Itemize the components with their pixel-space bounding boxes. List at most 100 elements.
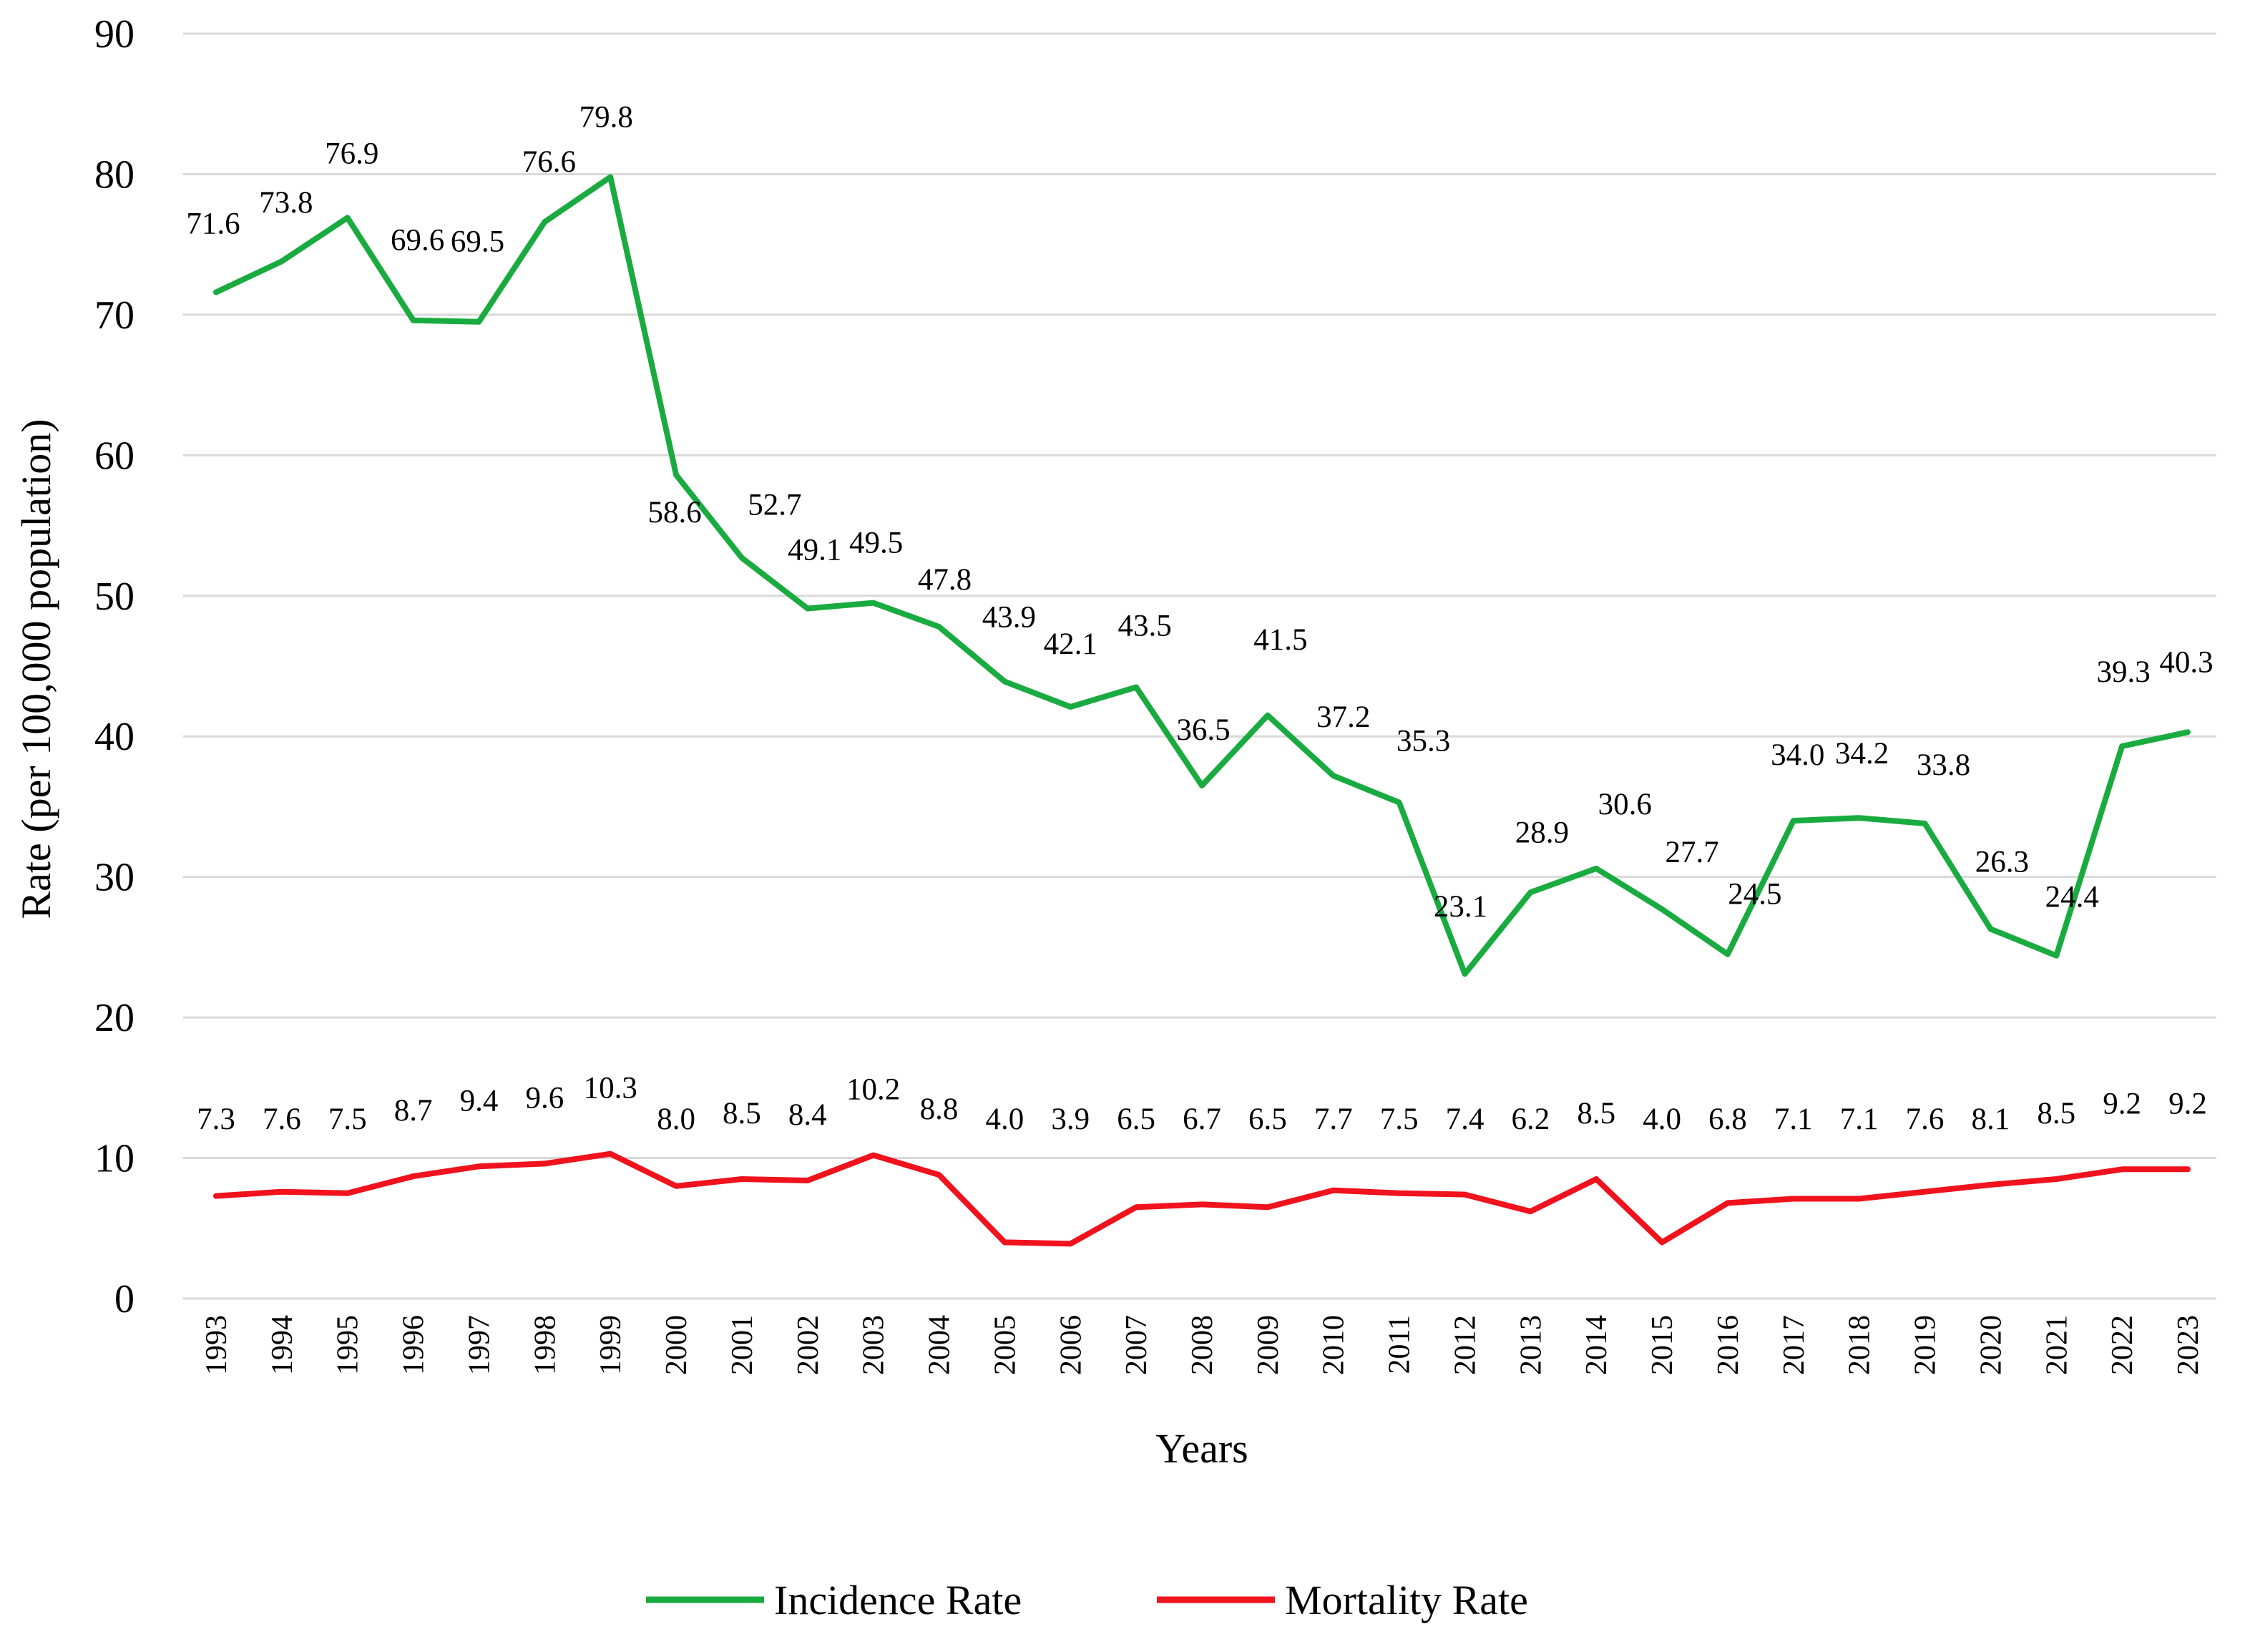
data-label-incidence-1994: 73.8	[259, 186, 313, 220]
data-label-incidence-2009: 41.5	[1253, 623, 1307, 657]
data-label-mortality-2003: 10.2	[846, 1073, 900, 1107]
y-tick-70: 70	[94, 293, 134, 338]
data-label-mortality-2006: 3.9	[1051, 1103, 1090, 1136]
x-tick-2021: 2021	[2040, 1315, 2073, 1375]
data-label-mortality-2009: 6.5	[1248, 1103, 1287, 1136]
data-label-incidence-2000: 58.6	[647, 496, 701, 529]
y-tick-50: 50	[94, 575, 134, 619]
data-label-mortality-2007: 6.5	[1117, 1103, 1155, 1136]
x-tick-1997: 1997	[463, 1315, 496, 1375]
data-label-mortality-1993: 7.3	[197, 1103, 235, 1136]
data-label-incidence-1997: 69.5	[451, 225, 504, 259]
x-axis-ticks: 1993 1994 1995 1996 1997 1998 1999 2000 2001 2002…	[200, 1315, 2205, 1375]
data-label-mortality-1997: 9.4	[460, 1084, 499, 1118]
y-axis-title: Rate (per 100,000 population)	[13, 419, 59, 919]
x-tick-2003: 2003	[858, 1315, 891, 1375]
data-label-incidence-1995: 76.9	[325, 137, 378, 170]
data-label-incidence-2015: 27.7	[1665, 836, 1718, 869]
data-label-incidence-2016: 24.5	[1728, 878, 1781, 911]
x-tick-2000: 2000	[660, 1315, 693, 1375]
x-tick-2016: 2016	[1712, 1315, 1745, 1375]
y-tick-60: 60	[94, 434, 134, 478]
x-tick-1998: 1998	[529, 1315, 562, 1375]
data-label-mortality-1995: 7.5	[328, 1103, 367, 1136]
data-label-incidence-2005: 43.9	[982, 601, 1036, 635]
x-tick-1995: 1995	[332, 1315, 365, 1375]
data-label-incidence-2008: 36.5	[1176, 713, 1230, 747]
data-label-incidence-2011: 35.3	[1397, 725, 1450, 758]
legend: Incidence Rate Mortality Rate	[646, 1577, 1528, 1623]
data-label-mortality-2011: 7.5	[1380, 1103, 1419, 1136]
data-label-mortality-2015: 4.0	[1643, 1103, 1681, 1136]
x-tick-2002: 2002	[792, 1315, 825, 1375]
legend-label-incidence: Incidence Rate	[774, 1577, 1022, 1623]
series-line-mortality	[213, 1150, 2191, 1247]
x-tick-2019: 2019	[1909, 1315, 1942, 1375]
legend-label-mortality: Mortality Rate	[1285, 1577, 1528, 1623]
x-tick-2014: 2014	[1580, 1315, 1613, 1375]
x-tick-2010: 2010	[1318, 1315, 1351, 1375]
data-label-mortality-1999: 10.3	[584, 1072, 637, 1105]
series-lines	[213, 174, 2191, 1247]
x-tick-2011: 2011	[1384, 1315, 1417, 1374]
data-label-incidence-1996: 69.6	[391, 224, 444, 258]
data-label-incidence-2010: 37.2	[1316, 700, 1370, 734]
data-label-mortality-2012: 7.4	[1446, 1103, 1485, 1136]
data-label-mortality-2021: 8.5	[2037, 1097, 2075, 1130]
x-tick-1993: 1993	[200, 1315, 233, 1375]
data-label-incidence-2001: 52.7	[748, 489, 801, 522]
data-label-mortality-2013: 6.2	[1511, 1103, 1550, 1136]
data-label-incidence-2019: 33.8	[1917, 748, 1970, 782]
data-label-incidence-2020: 26.3	[1975, 845, 2029, 879]
data-label-incidence-1993: 71.6	[186, 207, 240, 240]
data-label-incidence-2003: 49.5	[849, 527, 903, 560]
gridlines	[183, 32, 2216, 1300]
x-tick-2020: 2020	[1975, 1315, 2007, 1375]
x-tick-2022: 2022	[2106, 1315, 2139, 1375]
y-tick-40: 40	[94, 715, 134, 759]
data-label-incidence-2018: 34.2	[1835, 737, 1889, 771]
y-tick-30: 30	[94, 856, 134, 900]
x-tick-2018: 2018	[1844, 1315, 1877, 1375]
data-label-incidence-1999: 79.8	[579, 100, 633, 134]
data-label-mortality-2019: 7.6	[1906, 1103, 1945, 1136]
data-label-mortality-2017: 7.1	[1774, 1103, 1813, 1136]
data-label-mortality-2004: 8.8	[920, 1093, 959, 1126]
y-axis-ticks: 0 10 20 30 40 50 60 70 80 90	[94, 12, 134, 1321]
data-label-incidence-2004: 47.8	[918, 563, 972, 597]
data-label-mortality-2022: 9.2	[2103, 1087, 2141, 1120]
data-label-incidence-2006: 42.1	[1044, 627, 1097, 661]
x-tick-2015: 2015	[1646, 1315, 1679, 1375]
data-label-mortality-2023: 9.2	[2168, 1087, 2207, 1120]
data-label-incidence-2012: 23.1	[1434, 890, 1487, 924]
y-tick-10: 10	[94, 1137, 134, 1181]
x-axis-title: Years	[1155, 1425, 1248, 1472]
x-tick-2009: 2009	[1252, 1315, 1285, 1375]
x-tick-1999: 1999	[595, 1315, 627, 1375]
data-label-mortality-1996: 8.7	[394, 1094, 433, 1128]
data-label-incidence-2013: 28.9	[1515, 816, 1569, 849]
data-label-incidence-2023: 40.3	[2159, 645, 2213, 679]
y-tick-90: 90	[94, 12, 134, 57]
x-tick-2006: 2006	[1055, 1315, 1087, 1375]
data-label-mortality-2005: 4.0	[986, 1103, 1024, 1136]
data-labels: 71.6 73.8 76.9 69.6 69.5 76.679.8 58.6 52.7 49.1…	[186, 100, 2213, 1136]
data-label-mortality-1994: 7.6	[263, 1103, 301, 1136]
x-tick-2001: 2001	[726, 1315, 759, 1375]
y-tick-80: 80	[94, 152, 134, 197]
data-label-mortality-2001: 8.5	[723, 1097, 761, 1130]
data-label-mortality-1998: 9.6	[525, 1081, 564, 1115]
data-label-mortality-2010: 7.7	[1314, 1103, 1353, 1136]
data-label-mortality-2002: 8.4	[788, 1098, 827, 1132]
x-tick-2007: 2007	[1120, 1315, 1153, 1375]
y-tick-20: 20	[94, 996, 134, 1040]
data-label-mortality-2008: 6.7	[1183, 1103, 1221, 1136]
y-tick-0: 0	[114, 1277, 134, 1321]
data-label-incidence-2022: 39.3	[2097, 655, 2151, 689]
series-line-incidence	[213, 174, 2191, 977]
x-tick-2004: 2004	[924, 1315, 957, 1375]
data-label-mortality-2000: 8.0	[657, 1103, 695, 1136]
x-tick-2017: 2017	[1778, 1315, 1811, 1375]
data-label-mortality-2014: 8.5	[1577, 1097, 1615, 1130]
